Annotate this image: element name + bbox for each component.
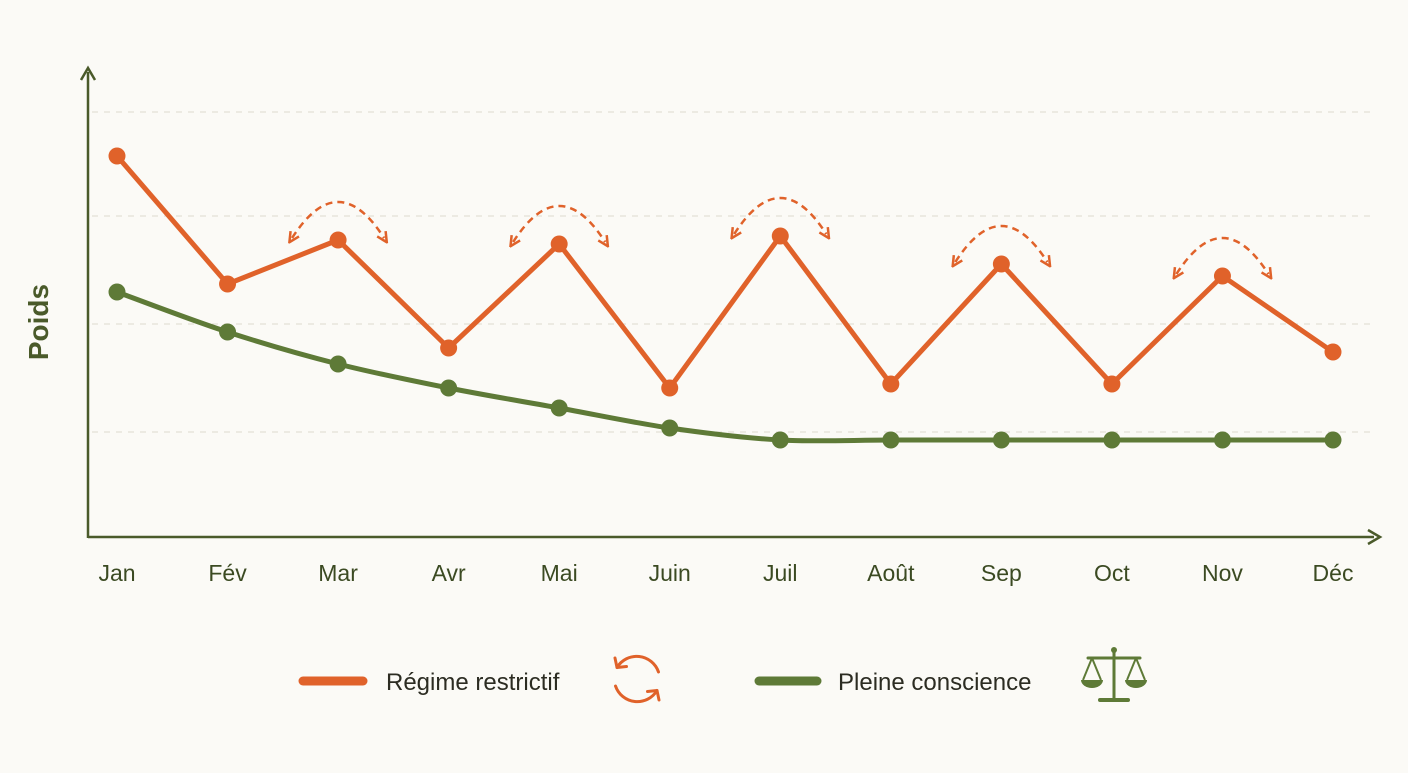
legend-label-restrictif: Régime restrictif <box>386 669 560 696</box>
dashed-arc-arrow-icon <box>1176 236 1268 274</box>
data-point <box>882 431 900 449</box>
x-tick-label: Sep <box>981 560 1022 586</box>
series-line-1 <box>114 289 1336 444</box>
data-point <box>1213 431 1231 449</box>
data-point <box>219 275 237 293</box>
data-point <box>1103 375 1121 393</box>
y-axis-label: Poids <box>23 284 54 360</box>
x-tick-label: Jan <box>98 560 135 586</box>
x-tick-label: Nov <box>1202 560 1243 586</box>
data-point <box>550 235 568 253</box>
balance-scale-icon <box>1081 647 1147 702</box>
data-point <box>771 431 789 449</box>
data-point <box>882 375 900 393</box>
data-point <box>661 419 679 437</box>
legend: Régime restrictif Pleine conscience <box>298 647 1147 704</box>
x-tick-label: Août <box>867 560 915 586</box>
dashed-arc-arrow-icon <box>292 200 384 238</box>
dashed-arc-arrow-icon <box>513 204 605 242</box>
x-tick-label: Mai <box>541 560 578 586</box>
data-point <box>1213 267 1231 285</box>
data-point <box>108 283 126 301</box>
x-tick-label: Oct <box>1094 560 1130 586</box>
data-point <box>771 227 789 245</box>
x-tick-label: Juil <box>763 560 798 586</box>
rebound-annotations <box>292 196 1268 274</box>
data-point <box>108 147 126 165</box>
x-tick-label: Déc <box>1313 560 1354 586</box>
dashed-arc-arrow-icon <box>734 196 826 234</box>
x-tick-label: Mar <box>318 560 358 586</box>
series-lines <box>108 147 1342 449</box>
x-tick-label: Fév <box>208 560 247 586</box>
x-tick-label: Avr <box>432 560 466 586</box>
data-point <box>661 379 679 397</box>
data-point <box>1103 431 1121 449</box>
cycle-arrows-icon <box>613 654 661 704</box>
data-point <box>440 379 458 397</box>
x-axis-arrow-icon <box>1367 528 1383 546</box>
data-point <box>219 323 237 341</box>
data-point <box>1324 343 1342 361</box>
data-point <box>992 431 1010 449</box>
y-axis-arrow-icon <box>79 65 97 81</box>
gridlines <box>92 111 1376 433</box>
series-line-0 <box>114 153 1336 391</box>
data-point <box>992 255 1010 273</box>
data-point <box>440 339 458 357</box>
x-tick-label: Juin <box>649 560 691 586</box>
dashed-arc-arrow-icon <box>955 224 1047 262</box>
axes: Poids Jan Fév Mar Avr Mai Juin Juil Août Sep Oct N… <box>23 65 1383 704</box>
legend-label-conscience: Pleine conscience <box>838 669 1031 696</box>
data-point <box>329 355 347 373</box>
data-point <box>329 231 347 249</box>
data-point <box>1324 431 1342 449</box>
data-point <box>550 399 568 417</box>
x-tick-labels: Jan Fév Mar Avr Mai Juin Juil Août Sep Oct Nov Déc <box>98 560 1353 586</box>
